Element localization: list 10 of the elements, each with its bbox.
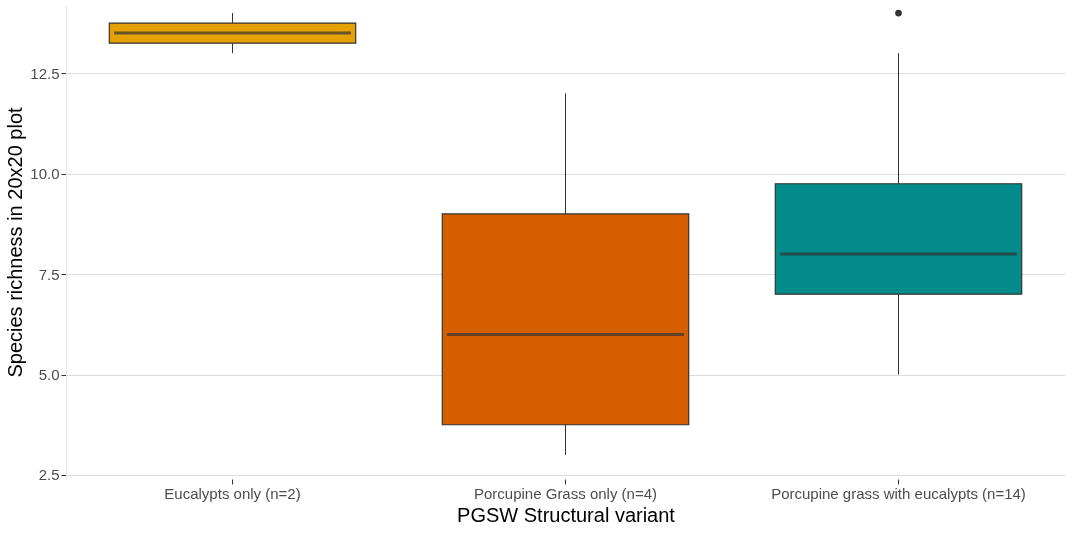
x-tick-label: Porcupine grass with eucalypts (n=14) [771, 484, 1026, 502]
y-tick-label: 12.5 [30, 64, 60, 82]
x-tick-label: Porcupine Grass only (n=4) [473, 484, 658, 502]
y-tick-label: 10.0 [30, 165, 60, 183]
x-axis-title: PGSW Structural variant [457, 503, 676, 526]
y-tick-label: 2.5 [38, 466, 60, 484]
y-tick-label: 7.5 [38, 265, 60, 283]
y-tick-label: 5.0 [38, 366, 60, 384]
x-tick-label: Eucalypts only (n=2) [164, 484, 301, 502]
y-axis-title: Species richness in 20x20 plot [4, 106, 27, 378]
